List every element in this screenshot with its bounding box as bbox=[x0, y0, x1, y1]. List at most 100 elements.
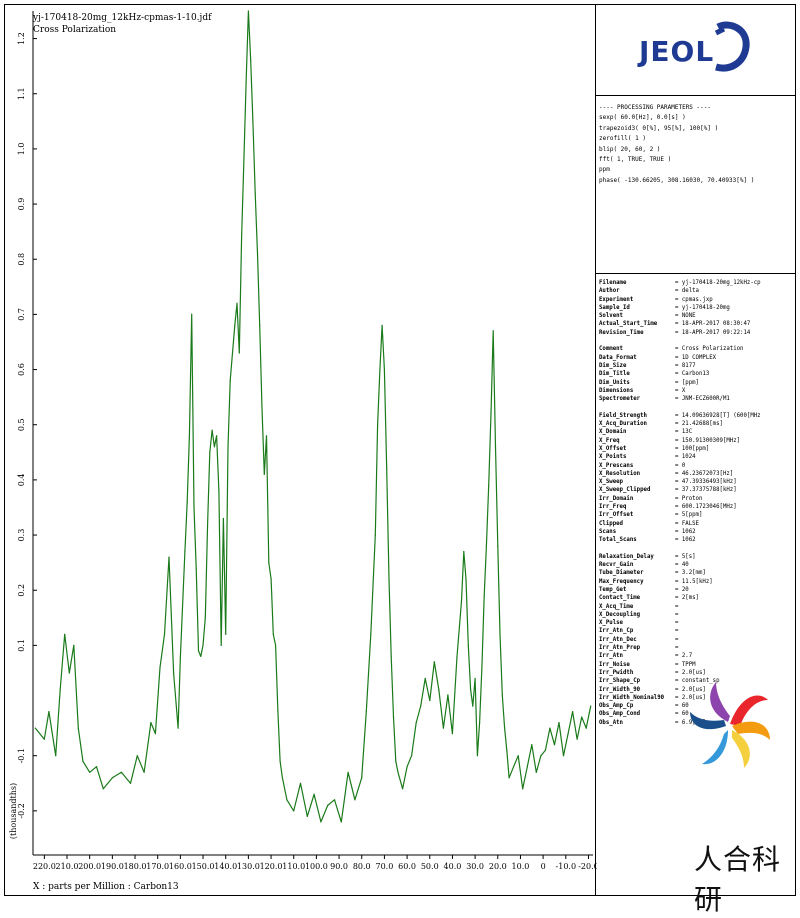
spectrum-panel: yj-170418-20mg_12kHz-cpmas-1-10.jdf Cros… bbox=[4, 4, 597, 896]
param-key: Irr_Width_90 bbox=[599, 686, 641, 693]
param-key: Irr_Atn_Prep bbox=[599, 645, 641, 652]
param-value: = bbox=[675, 611, 679, 618]
y-tick-label: 1.0 bbox=[17, 143, 26, 156]
spectrum-point bbox=[531, 744, 533, 746]
x-tick-label: 40.0 bbox=[444, 862, 462, 871]
spectrum-point bbox=[73, 644, 75, 647]
spectrum-point bbox=[207, 523, 209, 525]
param-value: = 2.0[us] bbox=[675, 686, 706, 693]
y-tick-label: 0.9 bbox=[17, 198, 26, 211]
spectrum-point bbox=[558, 722, 560, 724]
param-value: = 21.42688[ms] bbox=[675, 421, 723, 428]
spectrum-point bbox=[234, 324, 236, 326]
spectrum-point bbox=[553, 744, 556, 746]
param-row: Dim_Size = 8177 bbox=[599, 362, 795, 370]
spectrum-point bbox=[585, 727, 587, 729]
x-tick-label: 70.0 bbox=[376, 862, 394, 871]
param-value: = 2.7 bbox=[675, 653, 693, 660]
param-row: Obs_Amp_Cp = 60 bbox=[599, 702, 795, 710]
param-row: Dim_Title = Carbon13 bbox=[599, 370, 795, 378]
spectrum-point bbox=[497, 545, 499, 547]
param-key: Actual_Start_Time bbox=[599, 321, 658, 328]
param-value: = FALSE bbox=[675, 520, 699, 527]
nmr-spectrum-chart: 1.2 1.1 1.0 0.9 0.8 0.7 0.6 0.5 0.4 0.3 0.2 0.1 -0.1… bbox=[9, 10, 597, 892]
param-key: Irr_Domain bbox=[599, 495, 634, 502]
y-tick-label: 1.1 bbox=[17, 87, 26, 100]
y-tick-label: 0.3 bbox=[17, 529, 26, 542]
y-tick-label: 1.2 bbox=[17, 32, 26, 45]
spectrum-point bbox=[82, 760, 84, 762]
spectrum-point bbox=[354, 799, 356, 801]
spectrum-point bbox=[68, 672, 70, 674]
param-value: = 0 bbox=[675, 462, 686, 469]
spectrum-point bbox=[243, 159, 245, 161]
x-tick-label: 150.0 bbox=[192, 862, 215, 871]
spectrum-point bbox=[415, 722, 417, 724]
spectrum-point bbox=[438, 688, 440, 691]
spectrum-point bbox=[211, 429, 213, 431]
spectrum-point bbox=[463, 551, 465, 553]
spectrum-point bbox=[402, 788, 404, 790]
param-key: X_Sweep_Clipped bbox=[599, 487, 651, 494]
spectrum-point bbox=[492, 330, 494, 332]
spectrum-point bbox=[77, 727, 79, 729]
processing-lines: ---- PROCESSING PARAMETERS ---- sexp( 60.… bbox=[599, 103, 754, 186]
y-tick-label: 0.2 bbox=[17, 584, 26, 597]
x-tick-label: 210.0 bbox=[56, 862, 79, 871]
param-value: = 3.2[mm] bbox=[675, 570, 706, 577]
param-row: Irr_Pwidth = 2.0[us] bbox=[599, 669, 795, 677]
param-row: X_Acq_Time = bbox=[599, 603, 795, 611]
spectrum-point bbox=[506, 749, 508, 751]
x-tick-label: 50.0 bbox=[421, 862, 439, 871]
spectrum-point bbox=[184, 551, 186, 553]
processing-line: sexp( 60.0[Hz], 0.0[s] ) bbox=[599, 114, 686, 122]
spectrum-point bbox=[397, 771, 399, 773]
param-key: Field_Strength bbox=[599, 412, 647, 419]
spectrum-point bbox=[485, 545, 487, 547]
spectrum-point bbox=[245, 82, 247, 84]
spectrum-point bbox=[508, 777, 510, 779]
param-row: Dimensions = X bbox=[599, 387, 795, 395]
spectrum-point bbox=[222, 517, 224, 520]
x-tick-label: 10.0 bbox=[512, 862, 530, 871]
param-key: Max_Frequency bbox=[599, 578, 644, 585]
param-value: = 40 bbox=[675, 562, 689, 569]
param-row: Max_Frequency = 11.5[kHz] bbox=[599, 578, 795, 586]
param-value: = 18-APR-2017 08:30:47 bbox=[675, 321, 751, 328]
param-key: Recvr_Gain bbox=[599, 562, 634, 569]
spectrum-point bbox=[238, 352, 240, 354]
spectrum-point bbox=[517, 755, 519, 757]
param-key: Relaxation_Delay bbox=[599, 553, 654, 560]
spectrum-point bbox=[191, 313, 193, 315]
spectrum-point bbox=[202, 644, 204, 647]
param-key: Solvent bbox=[599, 313, 623, 320]
param-value: = 46.23672073[Hz] bbox=[675, 470, 734, 477]
spectrum-point bbox=[483, 595, 485, 597]
spectrum-point bbox=[236, 302, 238, 304]
param-key: Irr_Shape_Cp bbox=[599, 678, 641, 685]
param-key: X_Freq bbox=[599, 437, 620, 444]
param-value: = 150.91300309[MHz] bbox=[675, 437, 741, 444]
param-row: Clipped = FALSE bbox=[599, 520, 795, 528]
spectrum-point bbox=[392, 716, 395, 718]
param-key: X_Acq_Time bbox=[599, 603, 634, 610]
x-tick-label: 140.0 bbox=[214, 862, 237, 871]
spectrum-point bbox=[263, 473, 265, 475]
param-key: Contact_Time bbox=[599, 595, 641, 602]
spectrum-point bbox=[261, 407, 263, 409]
spectrum-point bbox=[281, 777, 283, 779]
spectrum-point bbox=[293, 810, 295, 812]
param-value: = 5[ppm] bbox=[675, 512, 703, 519]
spectrum-point bbox=[265, 435, 268, 437]
param-value: = 18-APR-2017 09:22:14 bbox=[675, 329, 751, 336]
param-key: Revision_Time bbox=[599, 329, 644, 336]
param-key: Obs_Amp_Cp bbox=[599, 703, 634, 710]
param-value: = Proton bbox=[675, 495, 703, 502]
param-row: Irr_Width_90 = 2.0[us] bbox=[599, 686, 795, 694]
spectrum-point bbox=[386, 468, 388, 470]
spectrum-point bbox=[526, 766, 528, 768]
spectrum-point bbox=[470, 688, 472, 691]
spectrum-point bbox=[177, 727, 179, 729]
spectrum-point bbox=[411, 755, 413, 757]
param-value: = 2.0[us] bbox=[675, 694, 706, 701]
